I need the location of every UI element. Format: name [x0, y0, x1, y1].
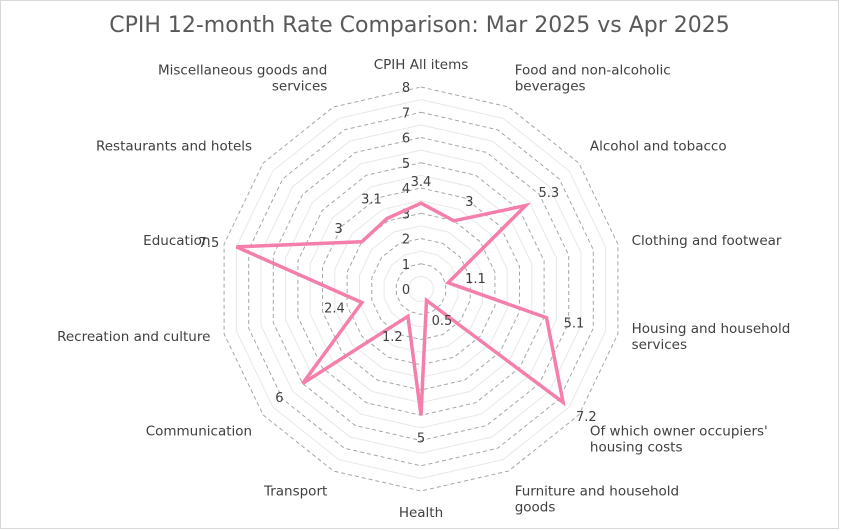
data-label: 6	[275, 391, 283, 406]
data-label: 5.3	[538, 186, 559, 201]
category-label: Clothing and footwear	[632, 233, 782, 249]
category-label-line: Miscellaneous goods and	[158, 62, 327, 78]
category-label: Restaurants and hotels	[96, 138, 252, 154]
data-label: 2.4	[324, 301, 345, 316]
data-label: 5	[417, 431, 425, 446]
category-label-line: CPIH All items	[374, 57, 469, 73]
grid-ring	[322, 187, 520, 391]
radial-tick-label: 0	[402, 283, 410, 298]
data-label: 7.2	[576, 410, 597, 425]
category-label: Food and non-alcoholic beverages	[515, 62, 671, 94]
category-label: Communication	[146, 424, 252, 440]
category-label-line: Clothing and footwear	[632, 233, 782, 249]
grid-ring-minor	[334, 200, 508, 378]
grid-ring	[395, 263, 447, 315]
category-label: Recreation and culture	[57, 329, 210, 345]
grid-ring-minor	[260, 124, 582, 454]
data-label: 1.1	[465, 272, 486, 287]
category-label-line: Education	[143, 233, 210, 249]
grid-ring	[272, 136, 570, 442]
category-label-line: services	[632, 337, 687, 353]
category-label: Education	[143, 233, 210, 249]
category-label: Alcohol and tobacco	[590, 138, 727, 154]
category-label: CPIH All items	[374, 57, 469, 73]
grid-ring-minor	[309, 174, 533, 404]
radial-tick-label: 6	[402, 132, 410, 147]
radial-tick-label: 5	[402, 157, 410, 172]
grid-ring-minor	[285, 149, 557, 429]
data-label: 7.5	[199, 236, 220, 251]
radial-tick-label: 3	[402, 207, 410, 222]
data-label: 0.5	[432, 314, 453, 329]
category-label-line: Housing and household	[632, 321, 791, 337]
radial-tick-label: 2	[402, 233, 410, 248]
radial-tick-label: 4	[402, 182, 410, 197]
grid-ring	[371, 237, 471, 341]
category-label-line: Alcohol and tobacco	[590, 138, 727, 154]
data-labels: 3.4 3 5.3 1.1 5.1 7.2 0.5 5 1.2 6 2.4 7.5 3 3.1	[199, 175, 597, 446]
radial-tick-label: 1	[402, 258, 410, 273]
category-label-line: Furniture and household	[515, 484, 679, 500]
category-label-line: Restaurants and hotels	[96, 138, 252, 154]
grid-ring-minor	[408, 275, 434, 303]
data-label: 3.1	[361, 193, 382, 208]
category-label: Housing and household services	[632, 321, 791, 353]
data-label: 3	[465, 195, 473, 210]
radial-tick-labels: 0 1 2 3 4 5 6 7 8	[402, 81, 410, 298]
category-label: Of which owner occupiers' housing costs	[590, 424, 768, 456]
grid-ring	[346, 212, 496, 366]
category-label-line: Recreation and culture	[57, 329, 210, 345]
category-label-line: housing costs	[590, 440, 683, 456]
category-label-line: beverages	[515, 78, 586, 94]
grid-ring-minor	[383, 250, 459, 328]
series	[235, 201, 566, 416]
chart-title: CPIH 12-month Rate Comparison: Mar 2025 …	[109, 13, 730, 38]
radial-tick-label: 8	[402, 81, 410, 96]
category-label-line: Food and non-alcoholic	[515, 62, 671, 78]
category-label-line: Communication	[146, 424, 252, 440]
data-label: 5.1	[564, 317, 585, 332]
data-label: 3	[334, 222, 342, 237]
category-label: Health	[399, 505, 443, 521]
data-label: 3.4	[411, 175, 432, 190]
category-label: Furniture and household goods	[515, 484, 679, 516]
category-label-line: Health	[399, 505, 443, 521]
category-label: Miscellaneous goods and services	[158, 62, 327, 94]
series-line	[235, 201, 566, 416]
data-label: 1.2	[382, 330, 403, 345]
category-label-line: Transport	[263, 484, 327, 500]
category-label: Transport	[263, 484, 327, 500]
category-label-line: Of which owner occupiers'	[590, 424, 768, 440]
radial-tick-label: 7	[402, 106, 410, 121]
grid-ring	[248, 111, 594, 467]
category-label-line: goods	[515, 500, 556, 516]
category-labels: CPIH All items Food and non-alcoholic beve…	[57, 57, 790, 521]
grid-ring-minor	[235, 99, 607, 479]
category-label-line: services	[272, 78, 327, 94]
